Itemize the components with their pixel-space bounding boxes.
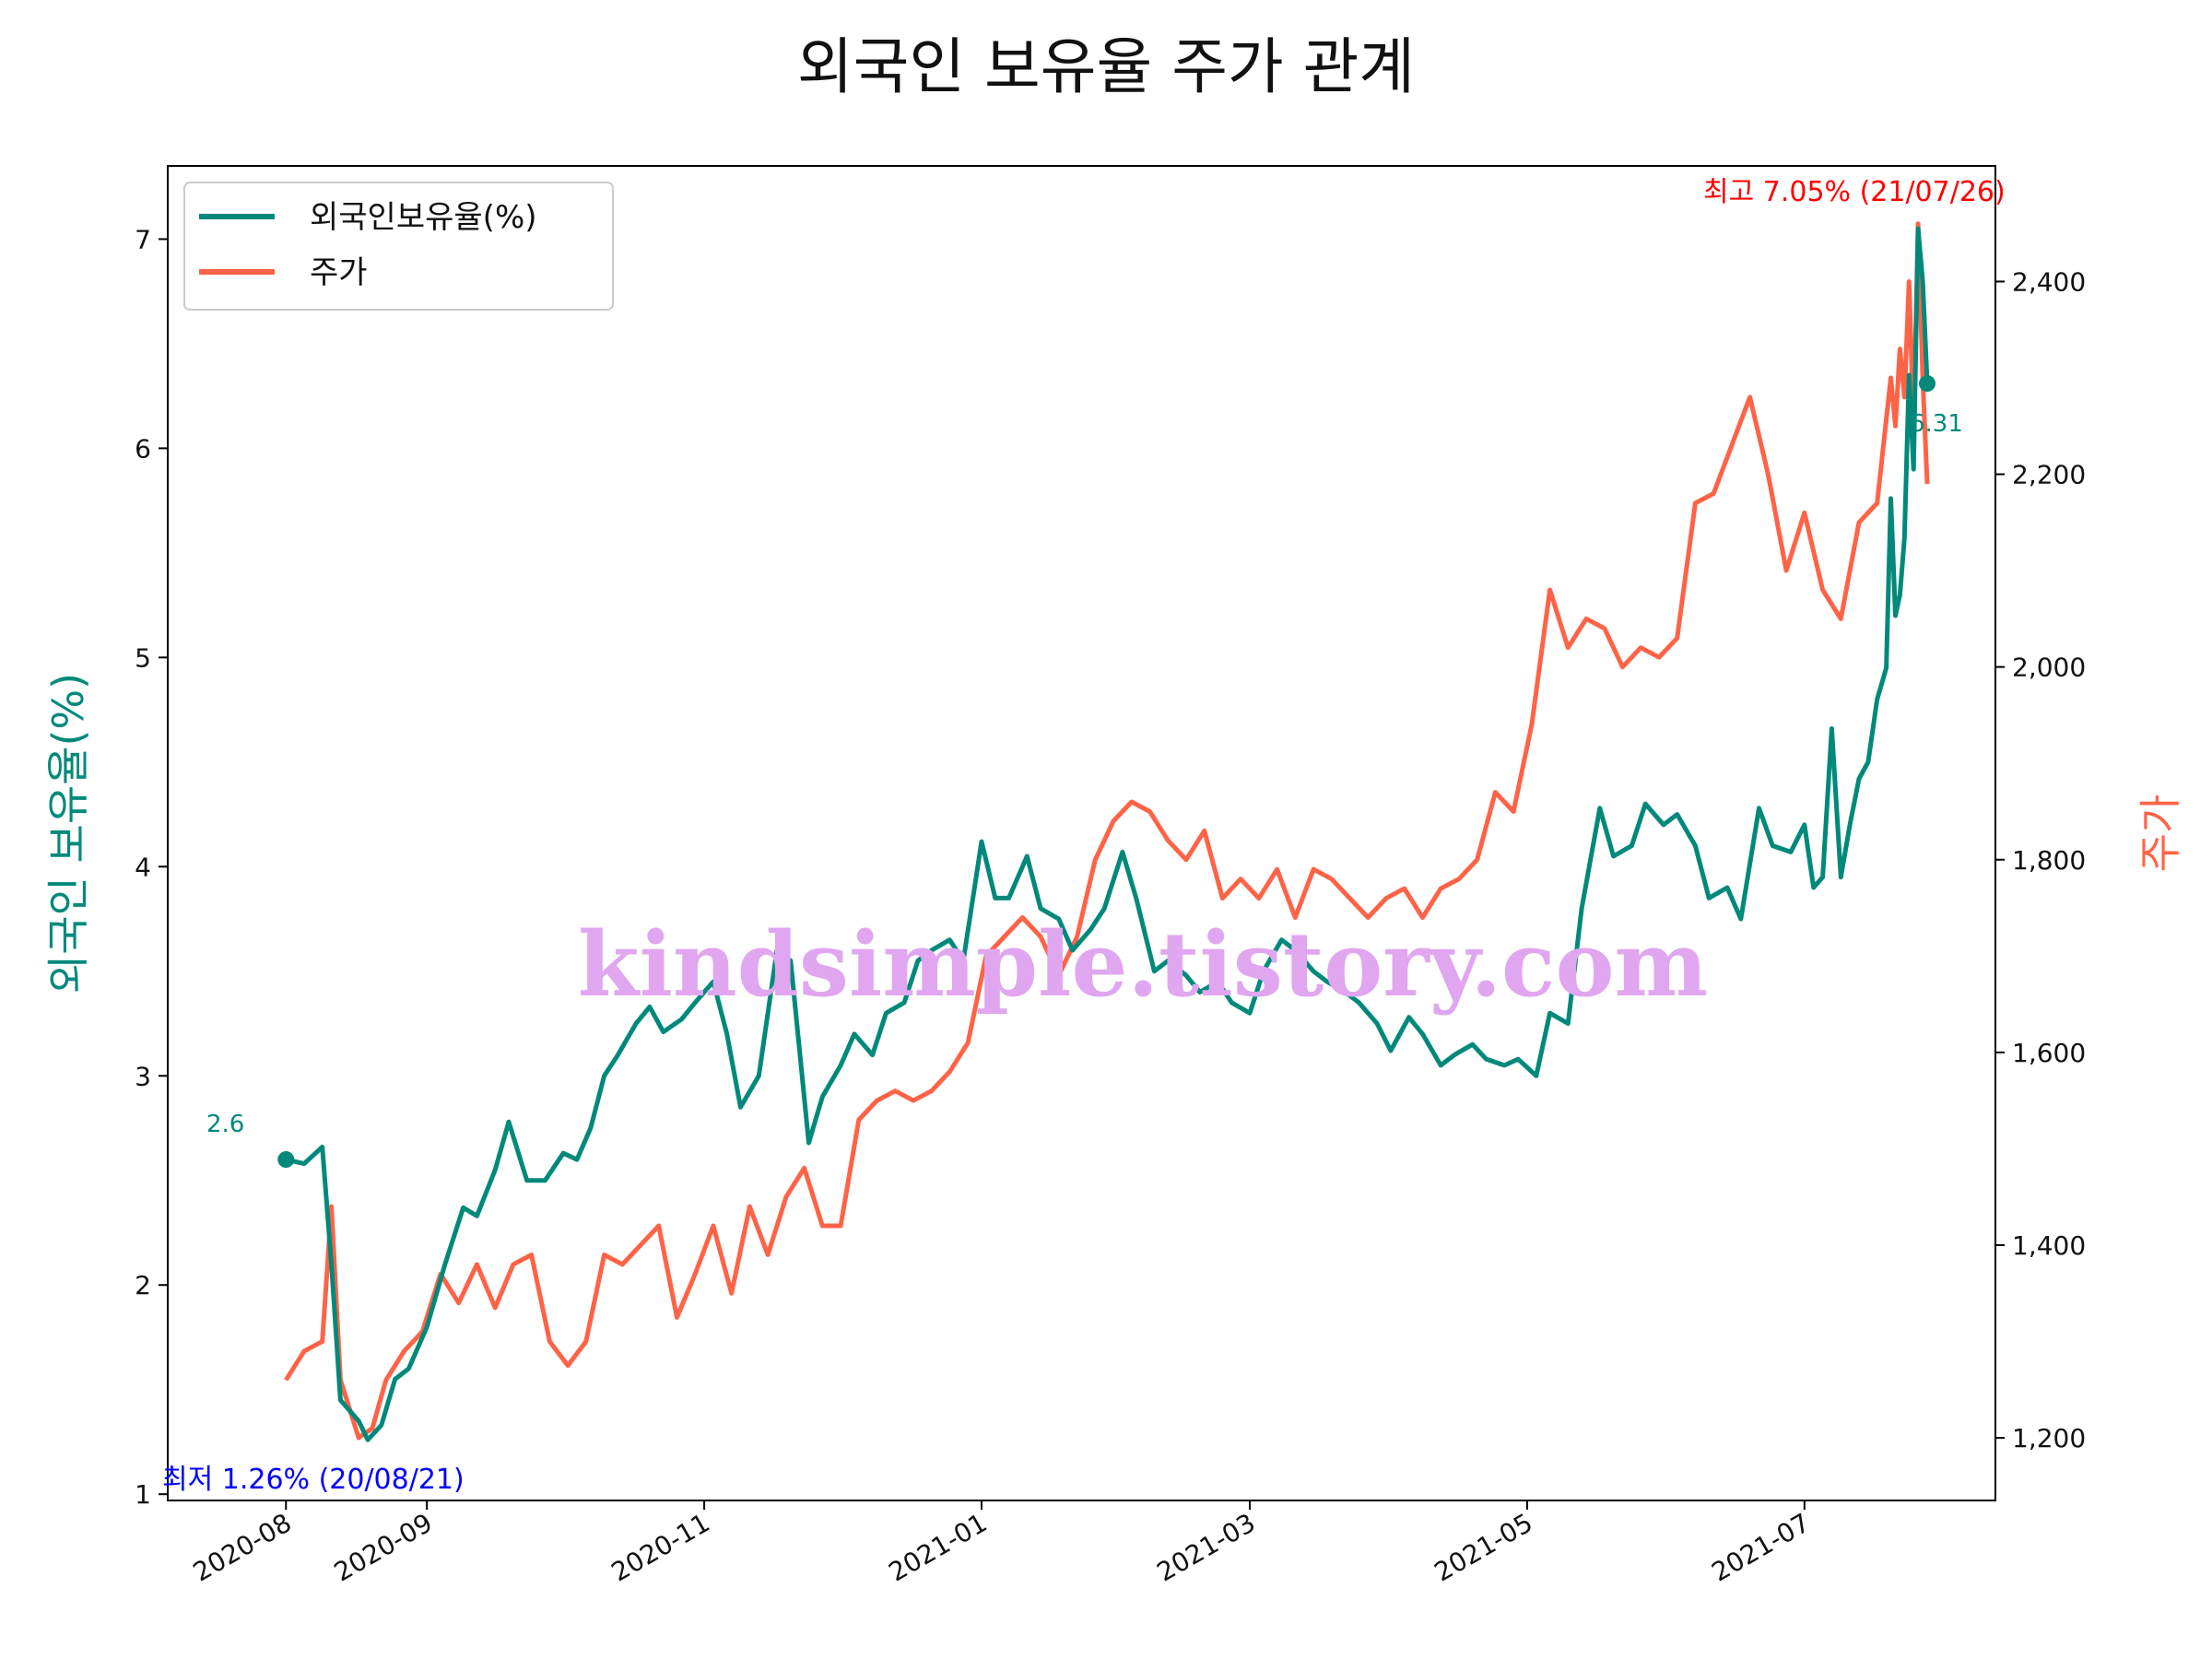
- chart-title: 외국인 보유율 주가 관계: [797, 31, 1415, 102]
- x-tick-label: 2021-03: [1152, 1507, 1261, 1587]
- y-right-tick-label: 2,200: [2012, 460, 2086, 490]
- min-annotation: 최저 1.26% (20/08/21): [162, 1464, 465, 1496]
- x-tick-label: 2021-05: [1430, 1507, 1538, 1587]
- y-left-tick-label: 3: [135, 1061, 151, 1091]
- y-left-tick-label: 2: [135, 1270, 151, 1300]
- watermark: kindsimple.tistory.com: [578, 912, 1708, 1017]
- y-left-tick-label: 4: [135, 852, 151, 882]
- x-tick-label: 2021-01: [884, 1507, 993, 1587]
- y-left-tick-label: 5: [135, 642, 151, 673]
- start-point-marker: [277, 1151, 295, 1169]
- plot-area: [167, 165, 1996, 1501]
- x-tick-label: 2020-11: [606, 1507, 715, 1587]
- series-layer: [277, 221, 1936, 1442]
- y-right-tick-label: 1,400: [2012, 1230, 2086, 1261]
- legend: 외국인보유율(%) 주가: [183, 182, 614, 311]
- y-axis-left: 1 2 3 4 5 6 7: [135, 224, 168, 1510]
- start-value-label: 2.6: [206, 1111, 244, 1138]
- y-right-tick-label: 1,600: [2012, 1038, 2086, 1068]
- y-right-tick-label: 2,400: [2012, 266, 2086, 297]
- legend-box: [183, 182, 614, 311]
- x-tick-label: 2021-07: [1706, 1507, 1815, 1587]
- end-point-marker: [1919, 375, 1936, 393]
- series-line-holding: [285, 226, 1930, 1442]
- y-right-tick-label: 2,000: [2012, 653, 2086, 683]
- max-annotation: 최고 7.05% (21/07/26): [1703, 176, 2006, 208]
- y-left-tick-label: 6: [135, 433, 151, 464]
- legend-entry-holding: 외국인보유율(%): [310, 199, 537, 236]
- y-right-tick-label: 1,800: [2012, 845, 2086, 876]
- y-axis-right-label: 주가: [2136, 794, 2185, 873]
- series-line-price: [284, 221, 1930, 1441]
- legend-entry-price: 주가: [310, 254, 368, 291]
- x-axis: 2020-08 2020-09 2020-11 2021-01 2021-03 2021-…: [188, 1500, 1815, 1588]
- y-left-tick-label: 7: [135, 224, 151, 254]
- end-value-label: 6.31: [1910, 410, 1963, 438]
- y-axis-left-label: 외국인 보유율(%): [43, 673, 93, 994]
- y-right-tick-label: 1,200: [2012, 1423, 2086, 1453]
- y-axis-right: 1,200 1,400 1,600 1,800 2,000 2,200 2,400: [1995, 266, 2086, 1453]
- x-tick-label: 2020-08: [188, 1507, 297, 1587]
- y-left-tick-label: 1: [135, 1479, 151, 1510]
- x-tick-label: 2020-09: [329, 1507, 438, 1587]
